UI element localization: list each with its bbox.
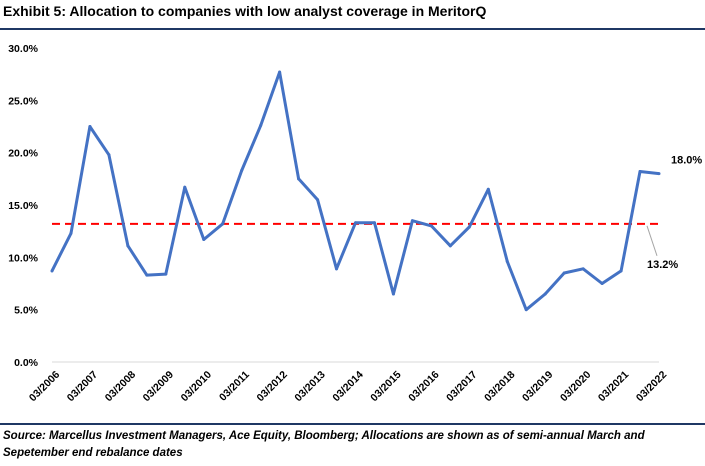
x-tick-label: 03/2021	[596, 369, 631, 404]
x-tick-label: 03/2013	[292, 369, 327, 404]
x-tick-label: 03/2006	[27, 369, 62, 404]
data-point	[429, 224, 433, 228]
data-point	[335, 267, 339, 271]
title-divider	[0, 28, 705, 30]
source-divider	[0, 423, 705, 425]
data-point	[505, 260, 509, 264]
x-tick-label: 03/2012	[255, 369, 290, 404]
data-point	[221, 222, 225, 226]
x-tick-label: 03/2022	[634, 369, 669, 404]
data-point	[183, 185, 187, 189]
y-tick-label: 15.0%	[8, 200, 38, 212]
data-point	[524, 308, 528, 312]
data-point	[202, 238, 206, 242]
data-point	[126, 244, 130, 248]
data-point	[543, 292, 547, 296]
x-tick-label: 03/2008	[103, 369, 138, 404]
x-axis-ticks: 03/2006 03/2007 03/2008 03/2009 03/2010 03/20…	[27, 369, 669, 404]
x-tick-label: 03/2016	[406, 369, 441, 404]
data-point	[448, 244, 452, 248]
data-point	[297, 177, 301, 181]
y-tick-label: 0.0%	[14, 357, 39, 369]
x-tick-label: 03/2018	[482, 369, 517, 404]
data-point	[619, 269, 623, 273]
series-line	[50, 70, 660, 312]
data-point	[50, 269, 54, 273]
y-tick-label: 25.0%	[8, 95, 38, 107]
data-point	[164, 272, 168, 276]
x-tick-label: 03/2017	[444, 369, 479, 404]
x-tick-label: 03/2011	[217, 369, 252, 404]
data-point	[278, 70, 282, 74]
data-point	[486, 187, 490, 191]
data-point	[107, 153, 111, 157]
data-point	[145, 273, 149, 277]
exhibit-title: Exhibit 5: Allocation to companies with …	[3, 3, 487, 19]
data-point	[638, 170, 642, 174]
data-point	[372, 221, 376, 225]
data-point	[467, 225, 471, 229]
annotation-leader-line	[646, 225, 658, 256]
x-tick-label: 03/2007	[65, 369, 100, 404]
data-point	[410, 219, 414, 223]
data-point	[581, 267, 585, 271]
data-point	[354, 221, 357, 225]
x-tick-label: 03/2014	[330, 369, 365, 404]
data-point	[88, 125, 92, 128]
x-tick-label: 03/2009	[141, 369, 176, 404]
data-point	[69, 231, 73, 235]
series-points	[50, 70, 661, 312]
x-tick-label: 03/2020	[558, 369, 593, 404]
line-chart: 0.0% 5.0% 10.0% 15.0% 20.0% 25.0% 30.0% 03/200…	[8, 43, 702, 404]
data-point	[240, 168, 244, 172]
data-point	[562, 271, 566, 275]
data-point	[391, 292, 395, 296]
data-point	[600, 282, 604, 285]
x-tick-label: 03/2015	[368, 369, 403, 404]
data-point	[259, 123, 263, 127]
y-axis-ticks: 0.0% 5.0% 10.0% 15.0% 20.0% 25.0% 30.0%	[8, 43, 38, 369]
reference-value-label: 13.2%	[647, 259, 678, 271]
data-point	[657, 172, 661, 176]
y-tick-label: 30.0%	[8, 43, 38, 55]
last-value-label: 18.0%	[671, 155, 702, 167]
y-tick-label: 20.0%	[8, 148, 38, 160]
source-note: Source: Marcellus Investment Managers, A…	[3, 430, 645, 459]
x-tick-label: 03/2010	[179, 369, 214, 404]
y-tick-label: 5.0%	[14, 305, 39, 317]
y-tick-label: 10.0%	[8, 252, 38, 264]
data-point	[316, 198, 320, 202]
x-tick-label: 03/2019	[520, 369, 555, 404]
